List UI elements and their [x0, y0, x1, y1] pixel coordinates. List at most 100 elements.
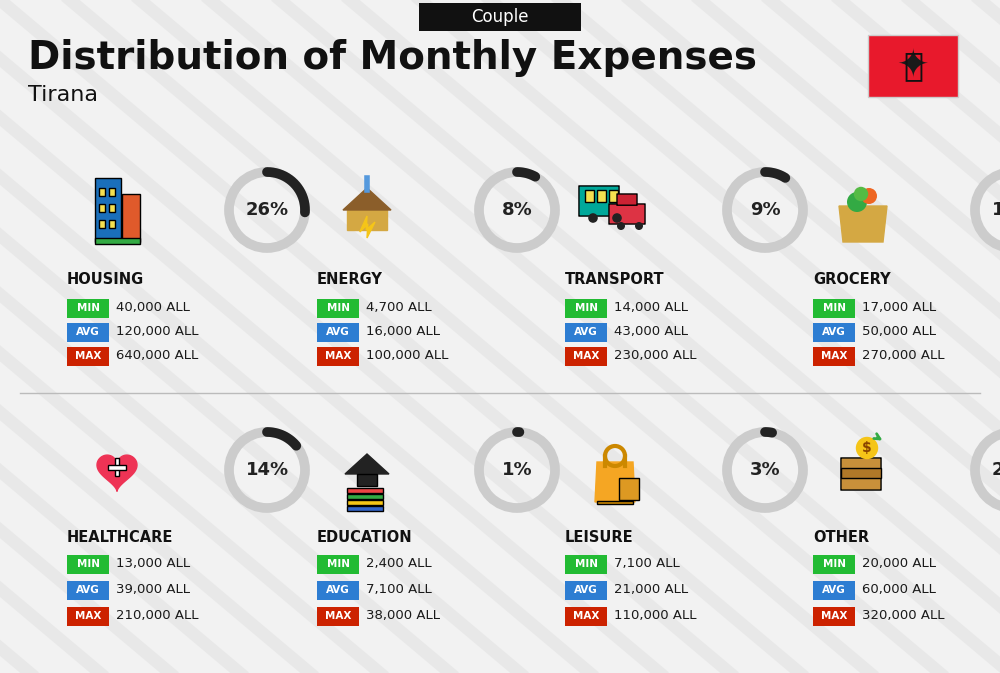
Text: 9%: 9%: [750, 201, 780, 219]
Text: MAX: MAX: [821, 611, 847, 621]
Text: 110,000 ALL: 110,000 ALL: [614, 610, 696, 623]
Text: 21%: 21%: [991, 461, 1000, 479]
FancyBboxPatch shape: [868, 35, 958, 97]
FancyBboxPatch shape: [115, 458, 119, 476]
Text: 270,000 ALL: 270,000 ALL: [862, 349, 944, 363]
Text: GROCERY: GROCERY: [813, 273, 891, 287]
FancyBboxPatch shape: [813, 347, 855, 365]
Text: 39,000 ALL: 39,000 ALL: [116, 583, 190, 596]
Text: 4,700 ALL: 4,700 ALL: [366, 302, 432, 314]
Text: 320,000 ALL: 320,000 ALL: [862, 610, 944, 623]
FancyBboxPatch shape: [419, 3, 581, 31]
Text: MAX: MAX: [821, 351, 847, 361]
Text: 120,000 ALL: 120,000 ALL: [116, 326, 198, 339]
Text: AVG: AVG: [822, 327, 846, 337]
Text: ✦: ✦: [897, 47, 929, 85]
FancyBboxPatch shape: [317, 606, 359, 625]
Text: 43,000 ALL: 43,000 ALL: [614, 326, 688, 339]
Text: 7,100 ALL: 7,100 ALL: [366, 583, 432, 596]
FancyBboxPatch shape: [347, 488, 383, 493]
FancyBboxPatch shape: [609, 190, 618, 202]
FancyBboxPatch shape: [95, 178, 121, 242]
Text: 60,000 ALL: 60,000 ALL: [862, 583, 936, 596]
FancyBboxPatch shape: [99, 188, 105, 196]
Text: AVG: AVG: [76, 585, 100, 595]
FancyBboxPatch shape: [347, 494, 383, 499]
Text: AVG: AVG: [574, 327, 598, 337]
FancyBboxPatch shape: [565, 555, 607, 573]
Text: ENERGY: ENERGY: [317, 273, 383, 287]
Text: 17%: 17%: [991, 201, 1000, 219]
Circle shape: [847, 192, 867, 212]
Text: MIN: MIN: [326, 303, 350, 313]
Text: 14,000 ALL: 14,000 ALL: [614, 302, 688, 314]
FancyBboxPatch shape: [841, 468, 881, 478]
FancyBboxPatch shape: [565, 581, 607, 600]
Polygon shape: [839, 206, 887, 242]
FancyBboxPatch shape: [609, 204, 645, 224]
Circle shape: [612, 213, 622, 223]
Text: MIN: MIN: [822, 303, 846, 313]
Text: 16,000 ALL: 16,000 ALL: [366, 326, 440, 339]
Polygon shape: [97, 455, 137, 491]
Text: MAX: MAX: [75, 351, 101, 361]
Text: 26%: 26%: [245, 201, 289, 219]
FancyBboxPatch shape: [99, 204, 105, 212]
FancyBboxPatch shape: [579, 186, 619, 216]
FancyBboxPatch shape: [109, 188, 115, 196]
FancyBboxPatch shape: [565, 299, 607, 318]
Text: 1%: 1%: [502, 461, 532, 479]
Polygon shape: [347, 198, 387, 230]
Text: MAX: MAX: [75, 611, 101, 621]
Text: 𝕰: 𝕰: [903, 50, 923, 83]
FancyBboxPatch shape: [565, 606, 607, 625]
Text: MIN: MIN: [822, 559, 846, 569]
FancyBboxPatch shape: [67, 581, 109, 600]
FancyBboxPatch shape: [95, 238, 140, 244]
FancyBboxPatch shape: [317, 555, 359, 573]
Circle shape: [617, 222, 625, 230]
Text: MIN: MIN: [76, 303, 100, 313]
Text: LEISURE: LEISURE: [565, 530, 634, 546]
FancyBboxPatch shape: [565, 322, 607, 341]
Text: AVG: AVG: [574, 585, 598, 595]
FancyBboxPatch shape: [67, 606, 109, 625]
Polygon shape: [360, 216, 375, 238]
Text: 230,000 ALL: 230,000 ALL: [614, 349, 696, 363]
Text: 40,000 ALL: 40,000 ALL: [116, 302, 190, 314]
FancyBboxPatch shape: [67, 322, 109, 341]
Polygon shape: [345, 454, 389, 474]
Text: 2,400 ALL: 2,400 ALL: [366, 557, 432, 571]
FancyBboxPatch shape: [317, 299, 359, 318]
FancyBboxPatch shape: [813, 299, 855, 318]
Text: 38,000 ALL: 38,000 ALL: [366, 610, 440, 623]
FancyBboxPatch shape: [597, 501, 633, 504]
Text: AVG: AVG: [822, 585, 846, 595]
Text: AVG: AVG: [76, 327, 100, 337]
Circle shape: [854, 187, 868, 201]
FancyBboxPatch shape: [317, 581, 359, 600]
FancyBboxPatch shape: [122, 194, 140, 242]
FancyBboxPatch shape: [841, 458, 881, 490]
Text: AVG: AVG: [326, 327, 350, 337]
FancyBboxPatch shape: [67, 347, 109, 365]
Text: 640,000 ALL: 640,000 ALL: [116, 349, 198, 363]
Text: OTHER: OTHER: [813, 530, 869, 546]
Text: HEALTHCARE: HEALTHCARE: [67, 530, 173, 546]
Text: MAX: MAX: [325, 611, 351, 621]
FancyBboxPatch shape: [565, 347, 607, 365]
Text: 20,000 ALL: 20,000 ALL: [862, 557, 936, 571]
FancyBboxPatch shape: [347, 500, 383, 505]
FancyBboxPatch shape: [108, 465, 126, 470]
Text: 14%: 14%: [245, 461, 289, 479]
FancyBboxPatch shape: [619, 478, 639, 500]
Text: 7,100 ALL: 7,100 ALL: [614, 557, 680, 571]
Text: HOUSING: HOUSING: [67, 273, 144, 287]
FancyBboxPatch shape: [99, 220, 105, 228]
Text: EDUCATION: EDUCATION: [317, 530, 413, 546]
FancyBboxPatch shape: [813, 606, 855, 625]
Text: MIN: MIN: [76, 559, 100, 569]
Circle shape: [635, 222, 643, 230]
Text: MIN: MIN: [326, 559, 350, 569]
Text: 100,000 ALL: 100,000 ALL: [366, 349, 448, 363]
